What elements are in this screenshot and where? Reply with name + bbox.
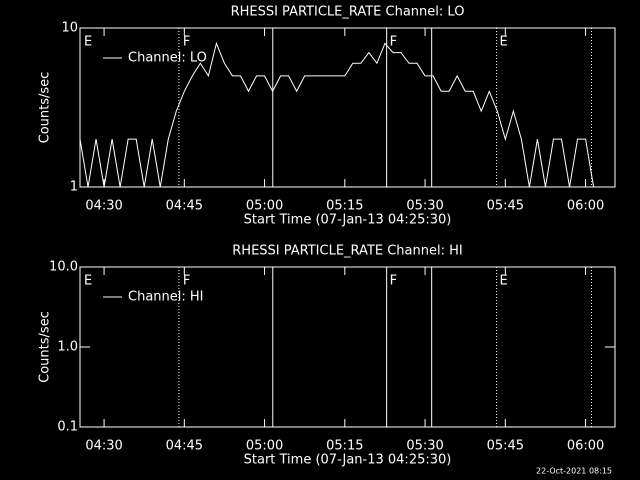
annotation: E [500, 274, 508, 289]
y-tick-label: 0.1 [57, 420, 78, 435]
x-axis-label: Start Time (07-Jan-13 04:25:30) [244, 453, 452, 468]
annotation: F [390, 274, 397, 289]
annotation: E [84, 274, 92, 289]
x-tick-label: 05:00 [246, 199, 283, 214]
x-tick-label: 05:00 [246, 439, 283, 454]
x-tick-label: 04:45 [166, 199, 203, 214]
y-tick-label: 10.0 [49, 260, 78, 275]
x-tick-label: 04:30 [85, 199, 122, 214]
x-tick-label: 05:30 [406, 439, 443, 454]
x-tick-label: 06:00 [567, 199, 604, 214]
y-axis-label: Counts/sec [38, 311, 53, 383]
chart-title: RHESSI PARTICLE_RATE Channel: HI [232, 244, 462, 259]
legend-label: Channel: HI [128, 290, 204, 305]
annotation: F [390, 35, 397, 50]
chart-title: RHESSI PARTICLE_RATE Channel: LO [231, 5, 465, 20]
annotation: F [183, 274, 190, 289]
legend-label: Channel: LO [128, 51, 207, 66]
footer: 22-Oct-2021 08:15 [536, 467, 612, 476]
y-tick-label: 1 [70, 180, 78, 195]
x-tick-label: 05:45 [487, 199, 524, 214]
x-tick-label: 05:15 [326, 199, 363, 214]
x-tick-label: 04:30 [85, 439, 122, 454]
x-tick-label: 05:30 [406, 199, 443, 214]
plot-frame [79, 27, 616, 188]
x-tick-label: 06:00 [567, 439, 604, 454]
y-tick-label: 10 [61, 21, 78, 36]
annotation: E [84, 35, 92, 50]
x-tick-label: 05:15 [326, 439, 363, 454]
annotation: F [183, 35, 190, 50]
y-axis-label: Counts/sec [38, 72, 53, 144]
annotation: E [500, 35, 508, 50]
x-axis-label: Start Time (07-Jan-13 04:25:30) [244, 213, 452, 228]
x-tick-label: 04:45 [166, 439, 203, 454]
y-tick-label: 1.0 [57, 340, 78, 355]
x-tick-label: 05:45 [487, 439, 524, 454]
data-line [79, 41, 595, 188]
